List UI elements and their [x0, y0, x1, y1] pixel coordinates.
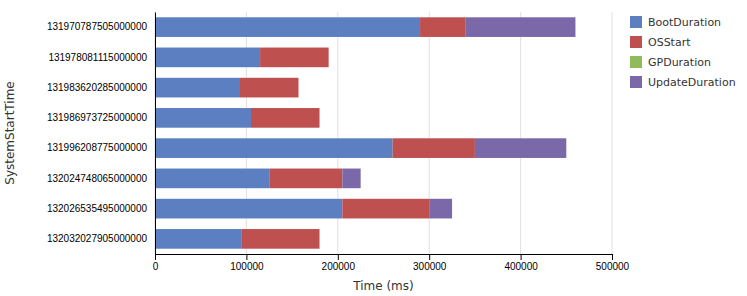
bar: [239, 78, 298, 98]
grid-line: [155, 12, 156, 254]
bar: [155, 78, 239, 98]
grid-line: [520, 12, 521, 254]
bar: [319, 229, 320, 249]
plot: 0 100000 200000 300000 400000 500000 131970787…: [47, 12, 630, 272]
x-tick: 200000: [322, 254, 356, 272]
x-tick-mark: [155, 254, 156, 260]
legend-swatch: [630, 56, 642, 68]
legend-label: GPDuration: [648, 56, 711, 69]
legend-swatch: [630, 16, 642, 28]
y-tick-label: 131970787505000000: [47, 21, 148, 32]
x-tick: 400000: [504, 254, 538, 272]
x-tick-mark: [246, 254, 247, 260]
bar: [298, 78, 299, 98]
legend-swatch: [630, 36, 642, 48]
legend-label: UpdateDuration: [648, 76, 736, 89]
bar: [155, 199, 342, 219]
x-tick-label: 200000: [322, 261, 356, 272]
bar: [298, 78, 299, 98]
bar: [260, 48, 329, 68]
y-tick: 131983620285000000: [47, 82, 155, 93]
grid-line: [612, 12, 613, 254]
x-tick: 500000: [596, 254, 630, 272]
bar: [328, 48, 329, 68]
bar: [242, 229, 320, 249]
bar: [466, 17, 576, 37]
x-tick-label: 0: [153, 261, 159, 272]
grid: [155, 12, 612, 254]
x-tick-label: 100000: [230, 261, 264, 272]
bar: [342, 199, 429, 219]
x-tick-mark: [429, 254, 430, 260]
y-tick: 131996208775000000: [47, 142, 155, 153]
x-tick-mark: [338, 254, 339, 260]
bar: [319, 229, 320, 249]
bar: [155, 48, 260, 68]
x-tick-label: 300000: [413, 261, 447, 272]
bars: [155, 17, 575, 248]
x-axis-title: Time (ms): [352, 279, 414, 293]
bar: [155, 17, 420, 37]
bar-series: [239, 17, 475, 248]
legend-swatch: [630, 76, 642, 88]
bar: [155, 138, 393, 158]
bar: [319, 108, 320, 128]
bar: [342, 169, 360, 189]
y-tick-label: 131978081115000000: [48, 52, 147, 63]
legend: BootDuration OSStart GPDuration UpdateDurat…: [630, 16, 736, 89]
x-axis-line: [156, 255, 613, 261]
y-tick-label: 131986973725000000: [47, 112, 148, 123]
bar: [328, 48, 329, 68]
legend-item: BootDuration: [630, 16, 721, 29]
bar: [429, 199, 452, 219]
y-axis: 131970787505000000 131978081115000000 1319…: [47, 13, 156, 255]
x-tick: 300000: [413, 254, 447, 272]
bar: [251, 108, 320, 128]
legend-label: BootDuration: [648, 16, 721, 29]
y-axis-title: SystemStartTime: [3, 81, 17, 184]
y-tick-label: 132026535495000000: [47, 203, 148, 214]
bar: [319, 108, 320, 128]
bar: [155, 108, 251, 128]
x-tick-label: 400000: [504, 261, 538, 272]
legend-item: UpdateDuration: [630, 76, 736, 89]
bar: [393, 138, 475, 158]
y-tick-label: 131983620285000000: [47, 82, 148, 93]
y-tick-label: 131996208775000000: [47, 142, 148, 153]
bar: [420, 17, 466, 37]
legend-label: OSStart: [648, 36, 691, 49]
y-tick-label: 132024748065000000: [47, 173, 148, 184]
y-tick: 131978081115000000: [48, 52, 155, 63]
bar: [475, 138, 566, 158]
x-tick: 0: [153, 254, 159, 272]
x-tick-label: 500000: [596, 261, 630, 272]
y-axis-line: [155, 13, 156, 255]
y-tick-label: 132032027905000000: [47, 233, 148, 244]
x-tick-mark: [521, 254, 522, 260]
legend-item: OSStart: [630, 36, 691, 49]
x-axis: 0 100000 200000 300000 400000 500000: [153, 254, 630, 272]
y-tick: 131970787505000000: [47, 21, 155, 32]
y-tick: 132024748065000000: [47, 173, 155, 184]
bar-series: [342, 17, 575, 218]
y-tick: 131986973725000000: [47, 112, 155, 123]
x-tick: 100000: [230, 254, 264, 272]
chart: 0 100000 200000 300000 400000 500000 131970787…: [0, 0, 747, 296]
y-tick: 132026535495000000: [47, 203, 155, 214]
bar: [155, 229, 242, 249]
bar: [155, 169, 269, 189]
legend-item: GPDuration: [630, 56, 711, 69]
bar: [269, 169, 342, 189]
y-tick: 132032027905000000: [47, 233, 155, 244]
x-tick-mark: [612, 254, 613, 260]
